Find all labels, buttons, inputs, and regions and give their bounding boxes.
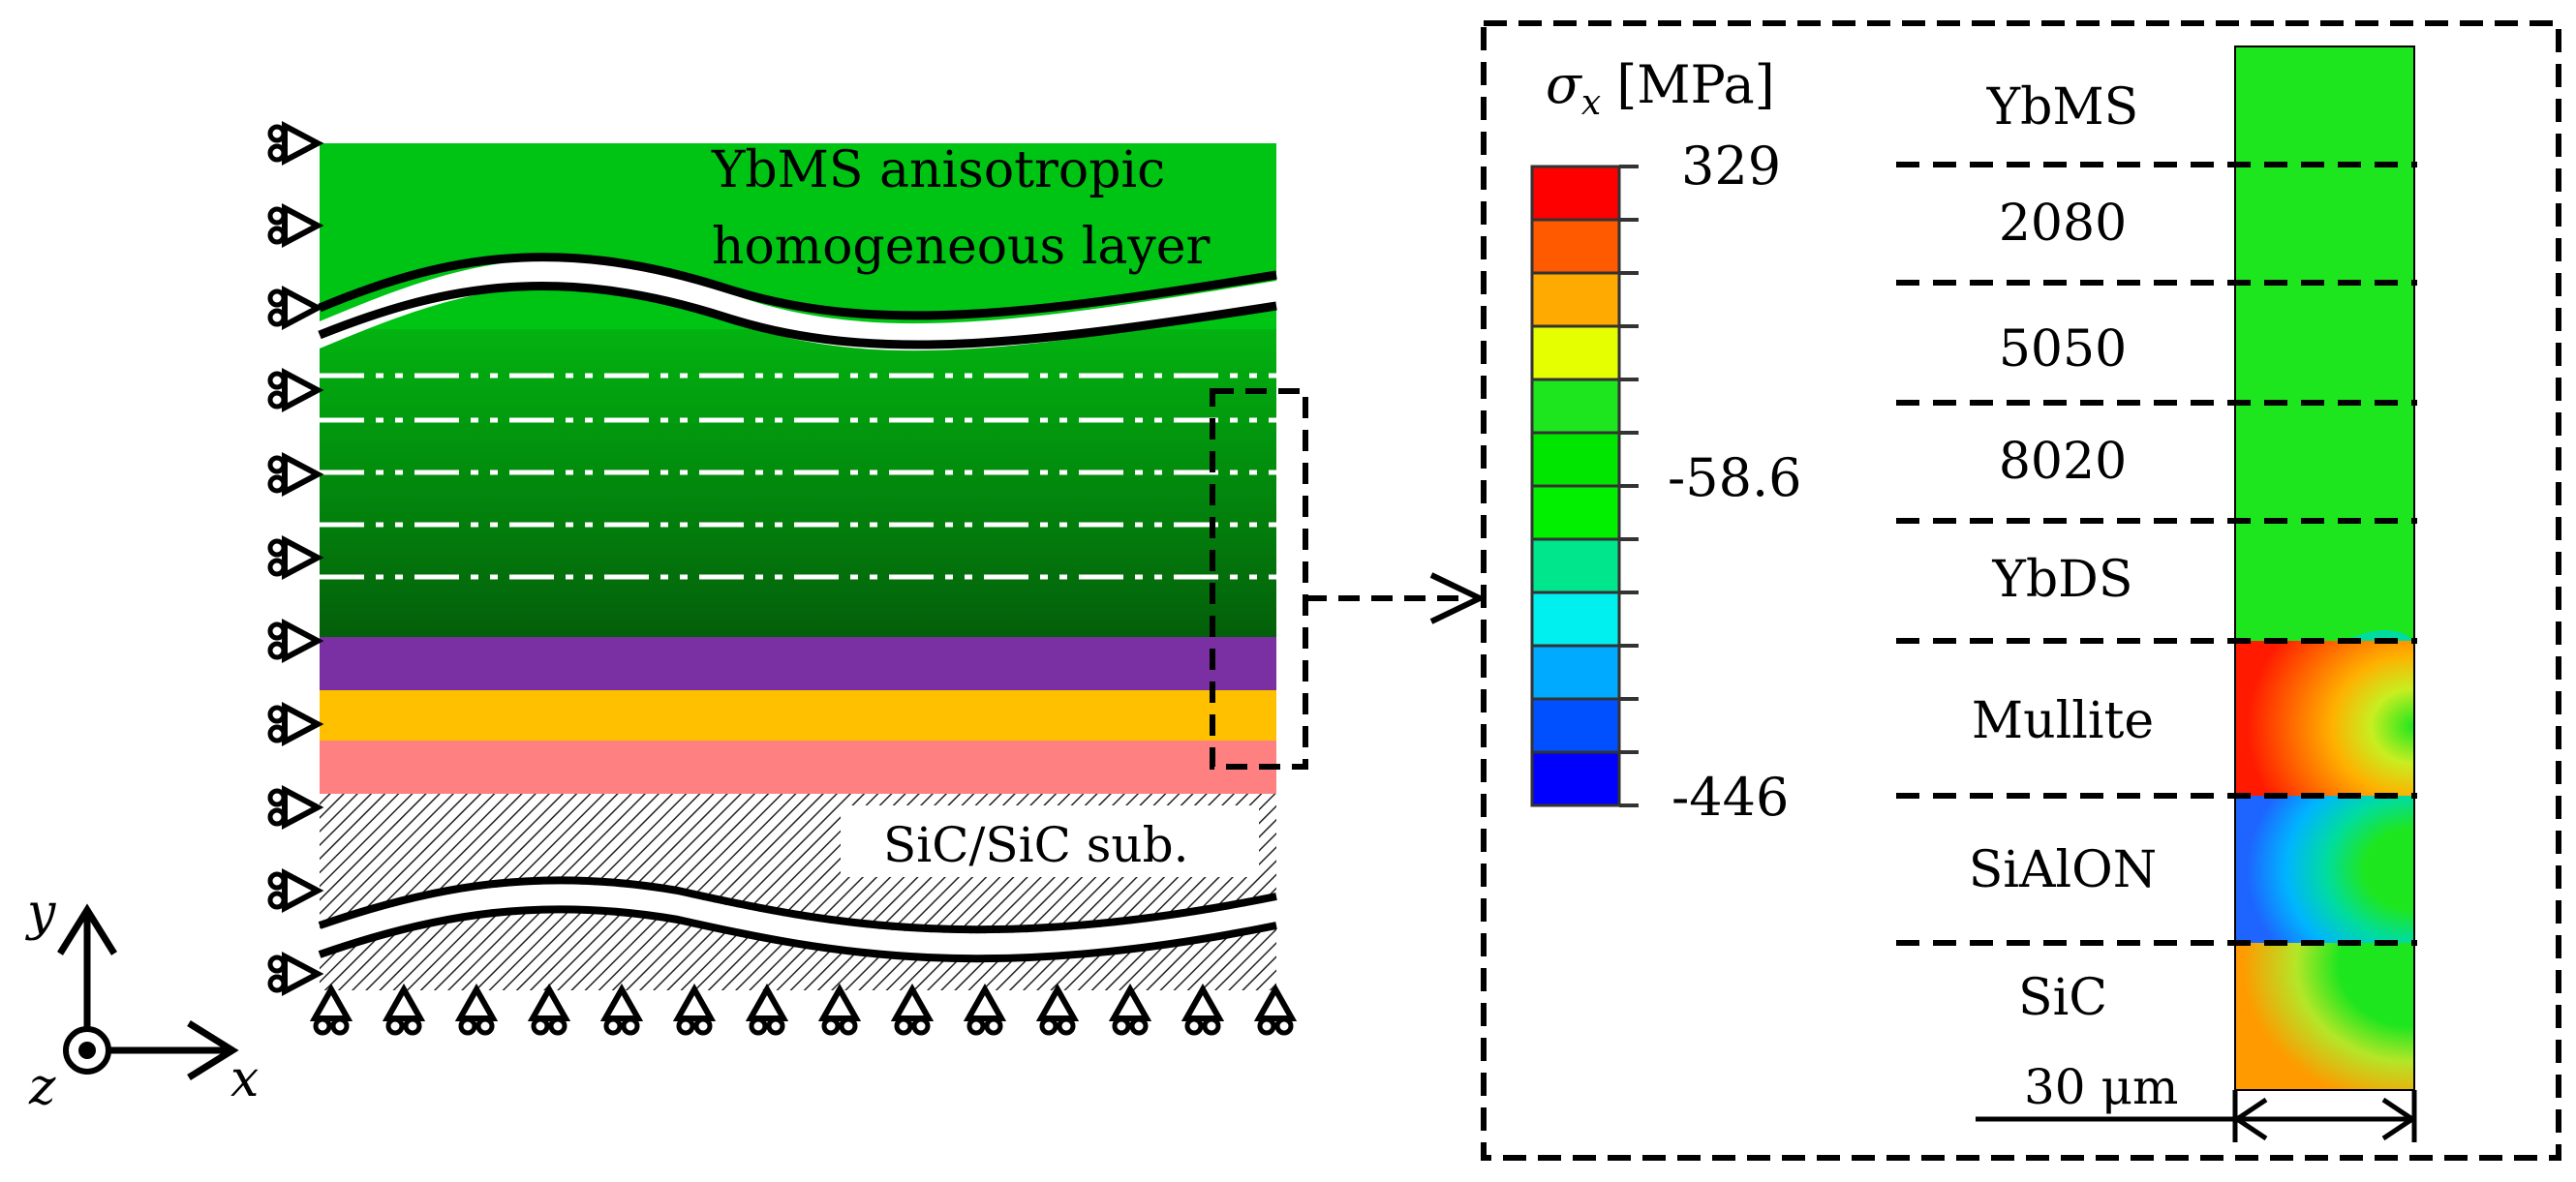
- layer-label-sic: SiC: [2018, 969, 2107, 1027]
- substrate-label-box: [841, 805, 1259, 877]
- zoom-arrow-icon: [1429, 572, 1487, 624]
- roller-support-icon: [267, 121, 324, 166]
- left-roller-supports: [267, 121, 324, 996]
- colorbar-cells: [1530, 165, 1639, 807]
- colorbar-sigma: σ: [1546, 54, 1583, 115]
- scale-bar-label: 30 μm: [2024, 1059, 2178, 1115]
- colorbar-cell: [1530, 644, 1621, 701]
- colorbar-cell: [1530, 750, 1621, 807]
- colorbar-cell: [1530, 591, 1621, 648]
- bottom-roller-supports: [309, 983, 1298, 1036]
- mullite-layer: [320, 637, 1276, 690]
- layer-label-5050: 5050: [1999, 320, 2127, 379]
- colorbar-cell: [1530, 431, 1621, 488]
- z-out-of-plane-icon: [78, 1042, 96, 1059]
- roller-support-icon: [267, 368, 324, 412]
- contour-mullite-region: [2235, 641, 2414, 796]
- roller-support-icon: [1181, 983, 1225, 1036]
- x-arrow-icon: [187, 1020, 239, 1080]
- colorbar-cell: [1530, 324, 1621, 381]
- zoom-layer-labels: YbMS 2080 5050 8020 YbDS Mullite SiAlON …: [1969, 78, 2158, 1027]
- colorbar-cell: [1530, 378, 1621, 435]
- roller-support-icon: [745, 983, 789, 1036]
- sialon-layer: [320, 690, 1276, 741]
- ybms-layer-label-line1: YbMS anisotropic: [711, 141, 1165, 199]
- zoom-indicator: [1210, 388, 1467, 770]
- roller-support-icon: [1035, 983, 1080, 1036]
- colorbar-cell: [1530, 271, 1621, 328]
- layer-label-2080: 2080: [1999, 195, 2127, 253]
- roller-support-icon: [599, 983, 644, 1036]
- detail-panel-frame: [1481, 20, 2561, 1161]
- colorbar-cell: [1530, 165, 1621, 222]
- colorbar-title: σx [MPa]: [1546, 54, 1775, 123]
- roller-support-icon: [817, 983, 862, 1036]
- layer-label-ybds: YbDS: [1992, 551, 2133, 609]
- colorbar-mid-label: -58.6: [1668, 447, 1801, 508]
- contour-uniform-region: [2235, 46, 2414, 641]
- roller-support-icon: [1108, 983, 1152, 1036]
- roller-support-icon: [309, 983, 353, 1036]
- layer-label-8020: 8020: [1999, 433, 2127, 491]
- roller-support-icon: [267, 203, 324, 248]
- colorbar-min-label: -446: [1671, 767, 1789, 828]
- substrate-label: SiC/SiC sub.: [883, 817, 1189, 873]
- colorbar: σx [MPa] 329 -58.6 -446: [1530, 54, 1801, 828]
- roller-support-icon: [267, 785, 324, 830]
- colorbar-cell: [1530, 484, 1621, 541]
- zoom-layer-interfaces: [1896, 162, 2417, 946]
- contour-sic-region: [2235, 943, 2414, 1090]
- layer-label-sialon: SiAlON: [1969, 841, 2158, 899]
- colorbar-subscript: x: [1581, 83, 1601, 123]
- bondcoat-layer: [320, 741, 1276, 794]
- roller-support-icon: [963, 983, 1007, 1036]
- roller-support-icon: [454, 983, 499, 1036]
- coordinate-axes: y x z: [25, 884, 259, 1116]
- ybms-layer-label-line2: homogeneous layer: [712, 218, 1211, 276]
- roller-support-icon: [267, 952, 324, 996]
- scale-bar: 30 μm: [1976, 1059, 2417, 1142]
- roller-support-icon: [382, 983, 426, 1036]
- roller-support-icon: [890, 983, 935, 1036]
- contour-sialon-region: [2235, 796, 2414, 943]
- roller-support-icon: [267, 535, 324, 580]
- roller-support-icon: [267, 286, 324, 330]
- colorbar-cell: [1530, 537, 1621, 594]
- roller-support-icon: [267, 702, 324, 746]
- layer-label-ybms: YbMS: [1986, 78, 2138, 136]
- y-arrow-icon: [57, 903, 117, 955]
- layer-label-mullite: Mullite: [1972, 692, 2154, 750]
- colorbar-max-label: 329: [1681, 136, 1781, 197]
- colorbar-unit: [MPa]: [1616, 54, 1775, 115]
- colorbar-cell: [1530, 218, 1621, 275]
- layered-model: [320, 143, 1276, 990]
- x-axis-label: x: [230, 1050, 259, 1108]
- stress-contour-strip: [2234, 45, 2415, 1091]
- roller-support-icon: [672, 983, 717, 1036]
- roller-support-icon: [267, 452, 324, 497]
- roller-support-icon: [267, 619, 324, 663]
- y-axis-label: y: [25, 884, 56, 942]
- roller-support-icon: [1253, 983, 1298, 1036]
- roller-support-icon: [527, 983, 571, 1036]
- graded-layers: [320, 329, 1276, 637]
- graded-interfaces: [320, 373, 1276, 580]
- z-axis-label: z: [28, 1058, 56, 1116]
- roller-support-icon: [267, 868, 324, 913]
- break-line-bottom: [318, 876, 1277, 963]
- break-line-top: [318, 253, 1277, 351]
- colorbar-cell: [1530, 697, 1621, 754]
